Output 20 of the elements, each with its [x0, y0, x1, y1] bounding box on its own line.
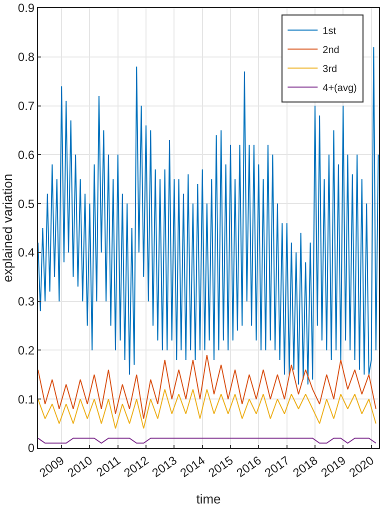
legend-label: 1st [322, 26, 336, 37]
y-tick-label: 0.6 [18, 148, 35, 162]
y-tick-label: 0.2 [18, 343, 35, 358]
y-tick-label: 0.7 [18, 98, 35, 113]
y-tick-label: 0.5 [18, 196, 35, 211]
legend-label: 3rd [322, 64, 338, 75]
y-tick-label: 0.4 [18, 246, 35, 260]
legend-label: 4+(avg) [322, 83, 357, 94]
y-tick-label: 0.9 [18, 1, 35, 16]
x-axis-title: time [196, 492, 221, 507]
y-tick-label: 0.8 [18, 50, 35, 64]
legend-label: 2nd [322, 45, 340, 56]
y-tick-label: 0.3 [18, 294, 35, 309]
y-axis-title: explained variation [0, 174, 15, 282]
line-series [38, 46, 379, 385]
x-tick-label: 2011 [94, 453, 124, 480]
y-tick-label: 0 [28, 441, 35, 456]
y-tick-label: 0.1 [18, 392, 35, 406]
line-series [38, 354, 376, 420]
line-series [38, 388, 376, 429]
